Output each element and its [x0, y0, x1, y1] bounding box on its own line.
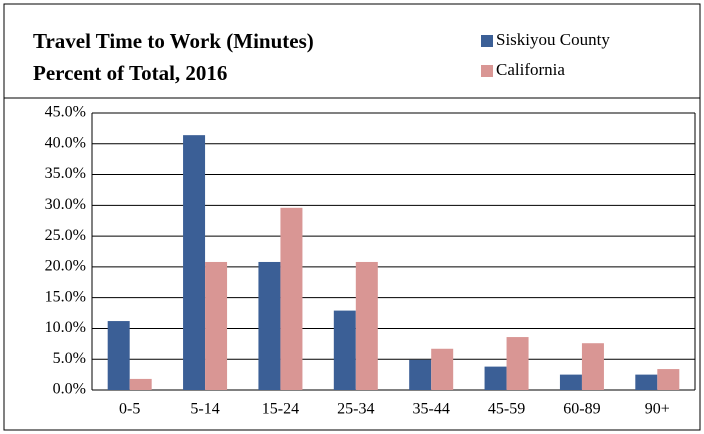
y-tick-label: 10.0% [45, 319, 86, 336]
legend-label: California [496, 60, 565, 79]
legend-label: Siskiyou County [496, 30, 610, 49]
y-tick-label: 20.0% [45, 258, 86, 275]
x-tick-label: 25-34 [337, 401, 374, 418]
x-tick-label: 60-89 [563, 401, 600, 418]
y-tick-label: 35.0% [45, 165, 86, 182]
bar [183, 135, 206, 390]
x-tick-label: 35-44 [413, 401, 450, 418]
legend-swatch [481, 35, 493, 47]
x-tick-label: 5-14 [190, 401, 219, 418]
bar [258, 261, 281, 390]
x-tick-label: 45-59 [488, 401, 525, 418]
bar [657, 369, 680, 390]
y-tick-label: 30.0% [45, 196, 86, 213]
x-tick-label: 15-24 [262, 401, 299, 418]
bar [129, 378, 152, 390]
bar [355, 261, 378, 390]
bar [107, 321, 130, 390]
bar [484, 366, 507, 390]
x-tick-label: 90+ [645, 401, 670, 418]
bar [280, 207, 303, 390]
chart-subtitle: Percent of Total, 2016 [33, 61, 227, 85]
bar [559, 374, 582, 390]
bar [333, 310, 356, 390]
y-tick-label: 5.0% [53, 350, 86, 367]
bar [205, 261, 228, 390]
legend-swatch [481, 65, 493, 77]
bar [635, 374, 658, 390]
bar [431, 348, 454, 390]
bar [581, 343, 604, 390]
y-tick-label: 25.0% [45, 227, 86, 244]
x-tick-label: 0-5 [119, 401, 140, 418]
y-tick-label: 0.0% [53, 381, 86, 398]
bar [409, 359, 432, 390]
y-tick-label: 45.0% [45, 104, 86, 121]
y-tick-label: 40.0% [45, 134, 86, 151]
chart-title: Travel Time to Work (Minutes) [33, 29, 314, 53]
y-tick-label: 15.0% [45, 288, 86, 305]
bar [506, 337, 529, 390]
